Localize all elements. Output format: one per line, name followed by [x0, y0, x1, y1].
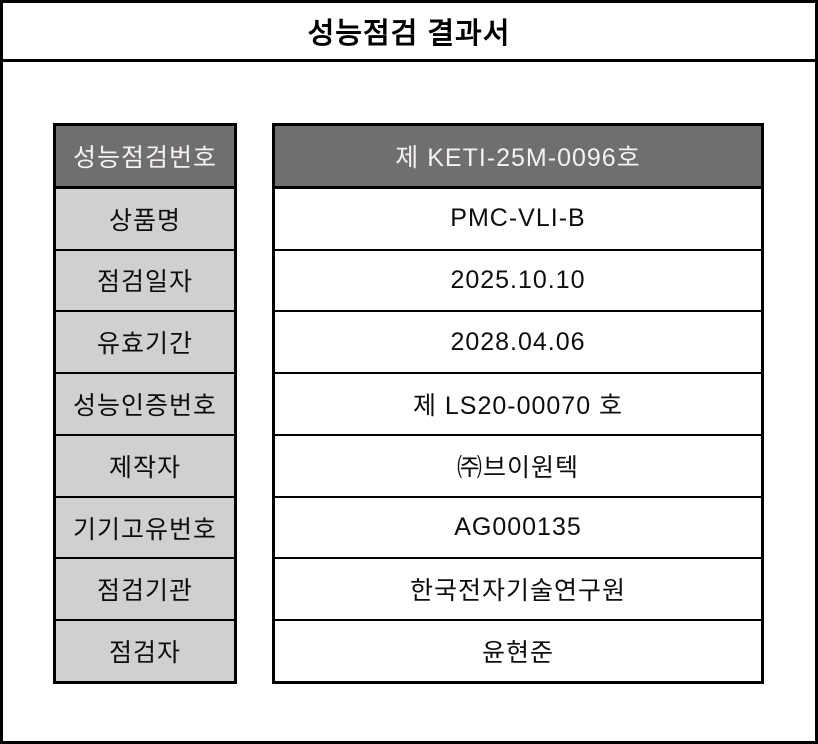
label-inspection-agency: 점검기관	[56, 557, 234, 620]
value-validity-period: 2028.04.06	[275, 310, 761, 373]
label-manufacturer: 제작자	[56, 433, 234, 496]
label-device-serial-number: 기기고유번호	[56, 495, 234, 558]
label-product-name: 상품명	[56, 185, 234, 249]
label-inspection-number: 성능점검번호	[56, 126, 234, 186]
value-device-serial-number: AG000135	[275, 495, 761, 558]
value-inspection-date: 2025.10.10	[275, 248, 761, 311]
inspection-result-table: 성능점검번호 상품명 점검일자 유효기간 성능인증번호 제작자 기기고유번호 점…	[53, 123, 764, 684]
report-title-bar: 성능점검 결과서	[3, 3, 815, 62]
label-certification-number: 성능인증번호	[56, 372, 234, 434]
value-column: 제 KETI-25M-0096호 PMC-VLI-B 2025.10.10 20…	[272, 123, 764, 684]
value-inspection-number: 제 KETI-25M-0096호	[275, 126, 761, 186]
label-column: 성능점검번호 상품명 점검일자 유효기간 성능인증번호 제작자 기기고유번호 점…	[53, 123, 237, 684]
value-inspector: 윤현준	[275, 619, 761, 682]
page-title: 성능점검 결과서	[307, 18, 511, 50]
value-product-name: PMC-VLI-B	[275, 185, 761, 249]
value-inspection-agency: 한국전자기술연구원	[275, 557, 761, 620]
value-manufacturer: ㈜브이원텍	[275, 433, 761, 496]
label-validity-period: 유효기간	[56, 310, 234, 373]
label-inspection-date: 점검일자	[56, 248, 234, 311]
value-certification-number: 제 LS20-00070 호	[275, 372, 761, 434]
label-inspector: 점검자	[56, 619, 234, 682]
